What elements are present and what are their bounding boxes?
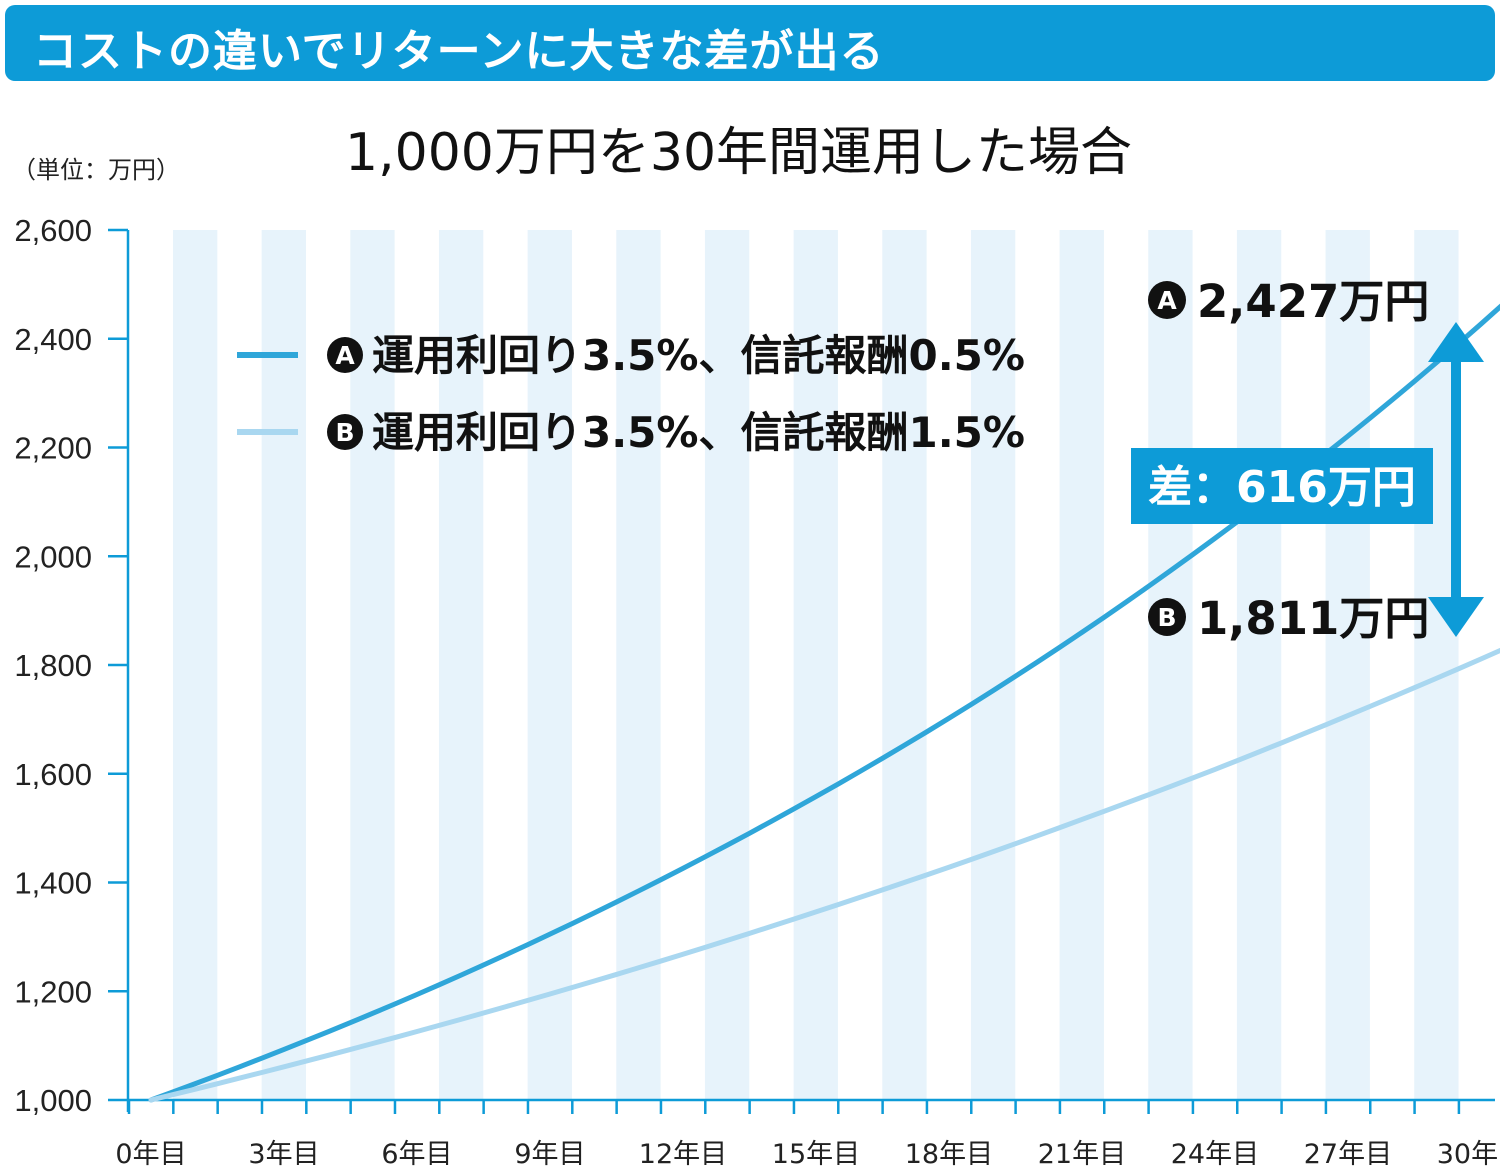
legend-badge-b-letter: B — [335, 418, 354, 447]
legend-badge-a-letter: A — [335, 341, 355, 370]
axes: 1,000 1,200 1,400 1,600 1,800 2,000 2,200 2,400… — [14, 213, 1500, 1170]
stripe — [616, 230, 661, 1100]
diff-box — [1131, 448, 1433, 524]
legend-label: 運用利回り3.5%、信託報酬0.5% — [372, 331, 1025, 380]
stripe — [1325, 230, 1370, 1100]
x-tick-label: 21年目 — [1038, 1139, 1126, 1170]
y-tick-label: 1,200 — [14, 974, 92, 1009]
series-line-b — [148, 647, 1500, 1103]
end-badge-a — [1148, 281, 1186, 319]
stripe — [1148, 230, 1193, 1100]
legend-badge-b — [327, 414, 363, 450]
end-badge-a-letter: A — [1157, 286, 1177, 315]
y-tick-label: 2,400 — [14, 322, 92, 357]
x-tick-label: 3年目 — [248, 1139, 319, 1170]
stripe — [882, 230, 927, 1100]
chart-title: 1,000万円を30年間運用した場合 — [345, 123, 1133, 183]
diff-arrow-head-down — [1428, 597, 1484, 637]
stripe — [527, 230, 572, 1100]
x-tick-label: 9年目 — [514, 1139, 585, 1170]
header-title: コストの違いでリターンに大きな差が出る — [33, 26, 885, 77]
y-tick-label: 1,400 — [14, 866, 92, 901]
stripe — [438, 230, 484, 1100]
y-tick-label: 2,200 — [14, 431, 92, 466]
stripe — [350, 230, 395, 1100]
x-tick-label: 27年目 — [1304, 1139, 1392, 1170]
stripe — [793, 230, 838, 1100]
end-value-b: 1,811万円 — [1197, 592, 1429, 645]
background-stripes — [173, 230, 1459, 1100]
y-tick-label: 1,800 — [14, 648, 92, 683]
diff-arrow-head-up — [1428, 322, 1484, 362]
y-tick-label: 1,000 — [14, 1083, 92, 1118]
legend-badge-a — [327, 337, 363, 373]
stripe — [1059, 230, 1104, 1100]
x-tick-label: 24年目 — [1171, 1139, 1259, 1170]
y-tick-label: 2,600 — [14, 213, 92, 248]
unit-label: （単位：万円） — [12, 156, 180, 184]
end-value-a: 2,427万円 — [1197, 275, 1429, 328]
y-tick-label: 2,000 — [14, 539, 92, 574]
end-badge-b-letter: B — [1157, 603, 1176, 632]
stripe — [173, 230, 218, 1100]
header-banner: コストの違いでリターンに大きな差が出る — [5, 5, 1495, 81]
end-badge-b — [1148, 598, 1186, 636]
legend: A 運用利回り3.5%、信託報酬0.5% B 運用利回り3.5%、信託報酬1.5% — [237, 331, 1025, 457]
stripe — [1236, 230, 1282, 1100]
y-tick-label: 1,600 — [14, 757, 92, 792]
x-tick-label: 12年目 — [639, 1139, 727, 1170]
x-tick-label: 0年目 — [115, 1139, 186, 1170]
x-tick-label: 15年目 — [772, 1139, 860, 1170]
x-tick-label: 6年目 — [381, 1139, 452, 1170]
diff-label: 差：616万円 — [1148, 462, 1416, 513]
stripe — [261, 230, 306, 1100]
stripe — [704, 230, 750, 1100]
stripe — [970, 230, 1016, 1100]
legend-label: 運用利回り3.5%、信託報酬1.5% — [372, 408, 1025, 457]
x-tick-label: 18年目 — [905, 1139, 993, 1170]
annotations: A 2,427万円 B 1,811万円 差：616万円 — [1131, 275, 1484, 645]
x-tick-label: 30年目 — [1437, 1139, 1500, 1170]
